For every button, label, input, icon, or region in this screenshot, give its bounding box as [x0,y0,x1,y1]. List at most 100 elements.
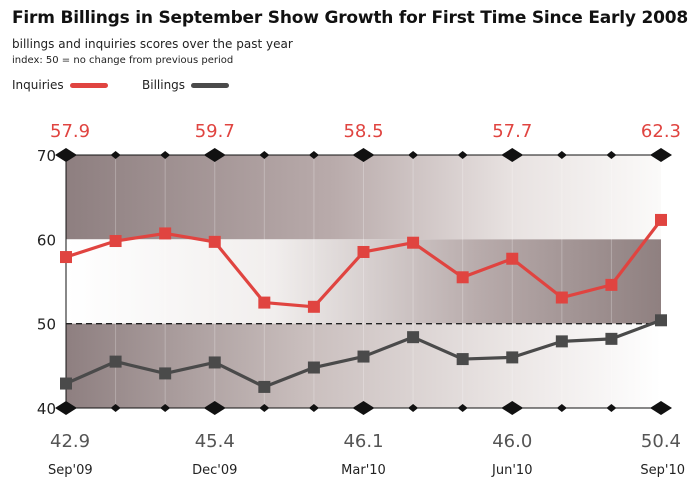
bottom-tick-marker [160,404,171,408]
billings-data-label: 46.0 [492,431,532,452]
band-60-70 [66,155,661,240]
bottom-tick-marker [606,404,617,408]
billings-point [307,361,320,374]
top-tick-marker [408,155,419,159]
top-tick-marker [308,155,319,159]
y-tick-label: 70 [37,147,56,165]
bottom-tick-marker [501,408,524,415]
inquiries-data-label: 57.9 [50,121,90,142]
inquiries-point [605,278,618,291]
top-tick-marker [352,148,375,155]
x-tick-label: Sep'10 [640,463,685,478]
billings-point [208,356,221,369]
top-tick-marker [606,155,617,159]
bottom-tick-marker [606,408,617,412]
chart-subtitle: billings and inquiries scores over the p… [12,37,293,51]
bottom-tick-marker [408,408,419,412]
inquiries-data-label: 62.3 [641,121,681,142]
legend-label-billings: Billings [142,78,186,92]
inquiries-point [357,245,370,258]
top-tick-marker [501,148,524,155]
bottom-tick-marker [110,404,121,408]
bottom-tick-marker [55,401,77,408]
bottom-tick-marker [650,401,672,408]
top-tick-marker [408,151,419,155]
inquiries-point [555,291,568,304]
top-tick-marker [457,155,468,159]
billings-point [258,380,271,393]
bottom-tick-marker [457,404,468,408]
inquiries-point [258,296,271,309]
top-tick-marker [501,155,524,162]
billings-point [456,353,469,366]
top-tick-marker [308,151,319,155]
bottom-tick-marker [556,404,567,408]
x-tick-label: Dec'09 [192,463,237,478]
billings-data-label: 50.4 [641,431,681,452]
x-tick-label: Sep'09 [48,463,93,478]
top-tick-marker [110,155,121,159]
bottom-tick-marker [352,401,375,408]
bottom-tick-marker [650,408,672,415]
billings-data-label: 46.1 [343,431,383,452]
bottom-tick-marker [352,408,375,415]
billings-point [407,331,420,344]
billings-point [605,332,618,345]
inquiries-point [456,271,469,284]
top-tick-marker [203,155,226,162]
top-tick-marker [352,155,375,162]
billings-point [60,377,72,390]
top-tick-marker [259,151,270,155]
inquiries-point [208,235,221,248]
inquiries-point [407,236,420,249]
chart-title: Firm Billings in September Show Growth f… [12,8,688,28]
bottom-tick-marker [556,408,567,412]
top-tick-marker [55,155,77,162]
billings-point [109,355,122,368]
inquiries-point [506,252,519,265]
top-tick-marker [650,148,672,155]
bottom-tick-marker [259,404,270,408]
billings-point [655,314,667,327]
y-tick-label: 60 [37,231,56,249]
top-tick-marker [650,155,672,162]
inquiries-point [307,300,320,313]
bottom-tick-marker [203,408,226,415]
bottom-tick-marker [457,408,468,412]
inquiries-point [60,251,72,264]
bottom-tick-marker [308,408,319,412]
bottom-tick-marker [308,404,319,408]
inquiries-point [109,235,122,248]
legend-item-inquiries: Inquiries [12,78,108,92]
bottom-tick-marker [501,401,524,408]
top-tick-marker [606,151,617,155]
bottom-tick-marker [110,408,121,412]
bottom-tick-marker [259,408,270,412]
top-tick-marker [556,151,567,155]
inquiries-point [655,213,667,226]
top-tick-marker [160,151,171,155]
legend-swatch-billings [191,82,230,88]
bottom-tick-marker [160,408,171,412]
legend-item-billings: Billings [142,78,230,92]
billings-data-label: 45.4 [195,431,235,452]
inquiries-data-label: 57.7 [492,121,532,142]
billings-point [357,350,370,363]
bottom-tick-marker [408,404,419,408]
legend-swatch-inquiries [69,82,108,88]
top-tick-marker [160,155,171,159]
top-tick-marker [457,151,468,155]
y-tick-label: 40 [37,400,56,418]
legend-label-inquiries: Inquiries [12,78,64,92]
billings-point [506,351,519,364]
billings-data-label: 42.9 [50,431,90,452]
y-tick-label: 50 [37,316,56,334]
x-tick-label: Jun'10 [491,463,532,478]
bottom-tick-marker [55,408,77,415]
bottom-tick-marker [203,401,226,408]
top-tick-marker [556,155,567,159]
top-tick-marker [259,155,270,159]
top-tick-marker [110,151,121,155]
x-tick-label: Mar'10 [341,463,386,478]
